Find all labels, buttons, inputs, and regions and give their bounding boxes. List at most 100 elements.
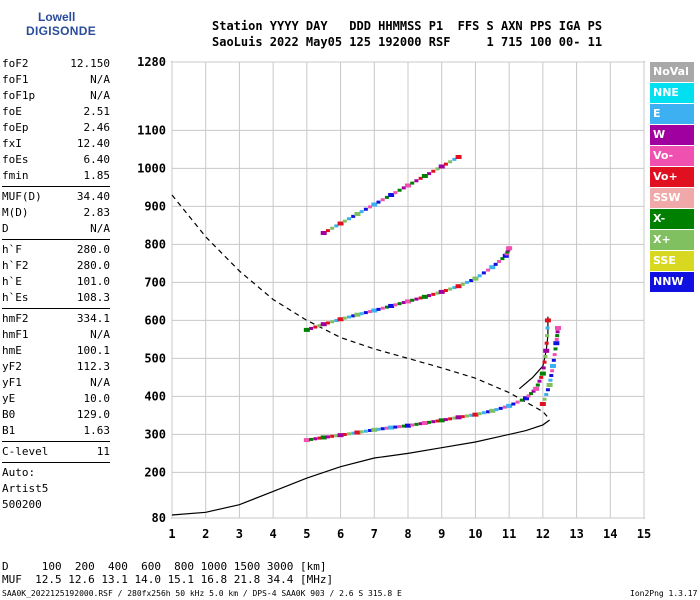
x-tick-label: 13 xyxy=(569,527,583,541)
echo-point xyxy=(303,327,310,332)
y-tick-label: 500 xyxy=(144,351,166,365)
echo-point xyxy=(405,299,411,304)
echo-point xyxy=(368,429,373,433)
param-value: 108.3 xyxy=(76,291,110,304)
param-label: hmE xyxy=(2,344,22,357)
echo-point xyxy=(388,193,395,197)
echo-point xyxy=(342,432,347,436)
param-row: D N/A xyxy=(2,221,110,237)
y-tick-label: 1100 xyxy=(137,123,166,137)
echo-point xyxy=(330,320,335,324)
echo-point xyxy=(347,432,351,436)
echo-point xyxy=(380,306,385,310)
param-value: 129.0 xyxy=(76,408,110,421)
param-value: 101.0 xyxy=(76,275,110,288)
param-value: N/A xyxy=(90,376,110,389)
echo-point xyxy=(363,429,368,433)
param-value: 112.3 xyxy=(76,360,110,373)
param-value: 10.0 xyxy=(83,392,111,405)
echo-point xyxy=(410,298,415,302)
echo-point xyxy=(330,226,335,230)
legend: NoVal NNE E W Vo- Vo+ SSW X- X+ SSE NNW xyxy=(650,62,694,293)
footer-version: Ion2Png 1.3.17 xyxy=(630,589,698,598)
echo-point xyxy=(427,294,432,298)
param-value: 34.40 xyxy=(76,190,110,203)
echo-point xyxy=(371,202,378,207)
echo-point xyxy=(351,314,356,318)
legend-item: SSW xyxy=(650,188,694,208)
param-label: C-level xyxy=(2,445,49,458)
echo-point xyxy=(545,326,550,330)
param-label: fxI xyxy=(2,137,22,150)
echo-point xyxy=(448,160,453,164)
param-row: hmF2 334.1 xyxy=(2,311,110,327)
curve-line xyxy=(171,194,551,420)
echo-point xyxy=(431,420,436,424)
echo-point xyxy=(443,288,448,292)
echo-point xyxy=(465,414,469,418)
echo-point xyxy=(354,312,361,317)
echo-point xyxy=(325,229,330,233)
distance-row: D 100 200 400 600 800 1000 1500 3000 [km… xyxy=(2,560,327,573)
echo-point xyxy=(371,427,378,432)
param-row: 500200 xyxy=(2,497,110,513)
echo-point xyxy=(421,174,428,178)
echo-point xyxy=(443,418,448,422)
echo-point xyxy=(448,287,453,291)
echo-point xyxy=(393,303,398,307)
echo-point xyxy=(542,360,547,364)
echo-point xyxy=(393,425,398,429)
echo-point xyxy=(397,188,402,192)
parameter-panel: foF2 12.150 foF1 N/A foF1p N/A foE 2.51 foEp 2.46… xyxy=(2,56,110,513)
echo-point xyxy=(452,157,457,161)
echo-point xyxy=(337,433,344,438)
echo-point xyxy=(486,268,491,272)
param-label: foEp xyxy=(2,121,29,134)
x-tick-label: 5 xyxy=(303,527,310,541)
logo-digisonde: DIGISONDE xyxy=(26,24,97,38)
echo-point xyxy=(405,423,411,428)
echo-point xyxy=(401,424,406,428)
echo-point xyxy=(405,183,411,188)
x-tick-label: 11 xyxy=(502,527,516,541)
param-row: foF2 12.150 xyxy=(2,56,110,72)
param-label: B1 xyxy=(2,424,16,437)
param-value: 6.40 xyxy=(83,153,111,166)
curve-line xyxy=(171,419,550,516)
echo-point xyxy=(489,408,496,413)
header: Station YYYY DAY DDD HHMMSS P1 FFS S AXN… xyxy=(212,18,602,50)
echo-point xyxy=(452,286,457,290)
y-tick-label: 1280 xyxy=(137,55,166,69)
echo-point xyxy=(543,348,550,353)
echo-point xyxy=(511,402,516,406)
echo-point xyxy=(397,425,402,429)
param-row: C-level 11 xyxy=(2,444,110,460)
echo-point xyxy=(371,308,378,313)
param-value: 1.85 xyxy=(83,169,111,182)
echo-point xyxy=(384,426,389,430)
echo-point xyxy=(334,318,339,322)
echo-point xyxy=(545,388,550,392)
echo-point xyxy=(313,325,318,329)
legend-item: SSE xyxy=(650,251,694,271)
echo-point xyxy=(320,231,327,235)
echo-point xyxy=(384,195,389,199)
x-tick-label: 8 xyxy=(404,527,411,541)
echo-point xyxy=(555,334,560,338)
echo-point xyxy=(531,389,536,393)
param-value: N/A xyxy=(90,73,110,86)
echo-point xyxy=(363,207,368,211)
echo-point xyxy=(549,374,554,377)
param-value: 1.63 xyxy=(83,424,111,437)
echo-point xyxy=(388,303,395,308)
param-row: foF1 N/A xyxy=(2,72,110,88)
echo-point xyxy=(549,364,556,368)
y-tick-label: 400 xyxy=(144,389,166,403)
legend-item: Vo- xyxy=(650,146,694,166)
x-tick-label: 12 xyxy=(536,527,550,541)
echo-point xyxy=(472,412,479,417)
echo-point xyxy=(552,353,557,357)
param-row: yF2 112.3 xyxy=(2,359,110,375)
legend-item: X- xyxy=(650,209,694,229)
param-label: foF1p xyxy=(2,89,36,102)
